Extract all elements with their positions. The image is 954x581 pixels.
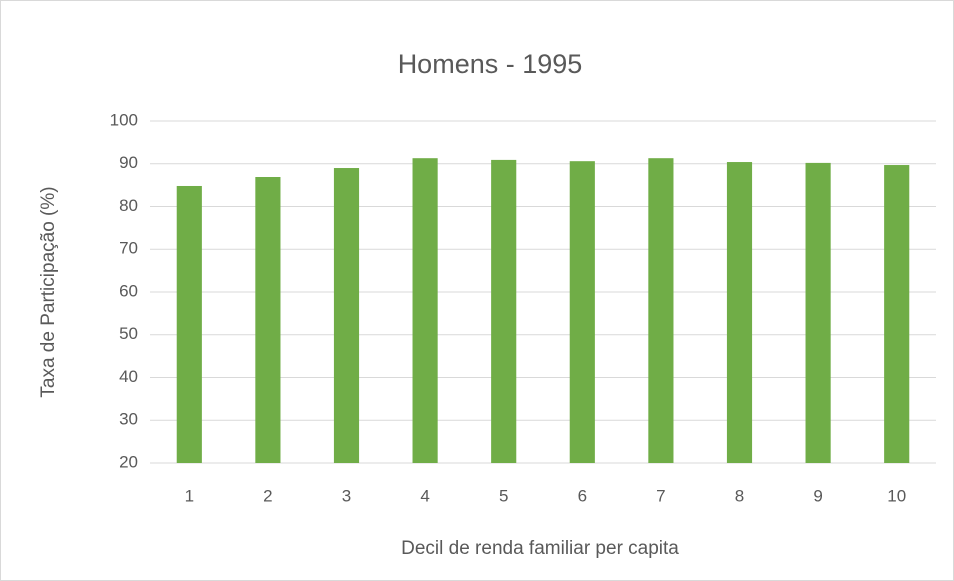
- x-tick-label: 9: [813, 486, 822, 505]
- y-tick-label: 100: [110, 110, 138, 129]
- bar: [805, 162, 831, 463]
- y-tick-label: 70: [119, 239, 138, 258]
- x-tick-label: 1: [185, 486, 194, 505]
- y-tick-label: 40: [119, 367, 138, 386]
- x-tick-label: 10: [887, 486, 906, 505]
- bar: [412, 158, 438, 463]
- bar: [884, 165, 910, 463]
- bar: [569, 161, 595, 463]
- y-tick-label: 50: [119, 324, 138, 343]
- x-tick-label: 3: [342, 486, 351, 505]
- y-tick-label: 20: [119, 452, 138, 471]
- bar: [176, 185, 202, 464]
- y-tick-label: 60: [119, 281, 138, 300]
- y-tick-label: 80: [119, 196, 138, 215]
- x-tick-label: 7: [656, 486, 665, 505]
- x-tick-label: 4: [420, 486, 429, 505]
- bar: [648, 158, 674, 463]
- chart-title: Homens - 1995: [398, 49, 583, 79]
- y-tick-label: 90: [119, 153, 138, 172]
- x-axis-title: Decil de renda familiar per capita: [401, 538, 679, 559]
- x-tick-label: 6: [578, 486, 587, 505]
- x-tick-label: 2: [263, 486, 272, 505]
- x-tick-label: 5: [499, 486, 508, 505]
- bar: [491, 159, 517, 463]
- y-axis-title: Taxa de Participação (%): [38, 186, 59, 397]
- bar: [726, 162, 753, 464]
- bar: [333, 168, 360, 463]
- y-tick-label: 30: [119, 410, 138, 429]
- x-tick-label: 8: [735, 486, 744, 505]
- bar: [255, 177, 281, 463]
